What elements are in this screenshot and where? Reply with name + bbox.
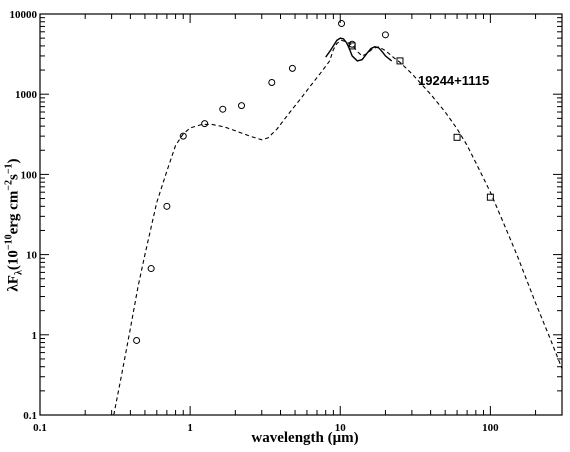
data-markers — [133, 20, 494, 344]
iras-point — [396, 57, 404, 65]
y-tick-label: 10 — [26, 250, 38, 262]
ylabel-s: s — [5, 174, 22, 180]
y-tick-label: 10000 — [10, 9, 38, 21]
iras-lrs-spectrum — [325, 37, 393, 62]
photometry-point — [268, 78, 276, 86]
x-axis-label: wavelength (μm) — [251, 430, 359, 446]
photometry-point — [201, 120, 209, 128]
ylabel-base: λF — [5, 275, 22, 292]
photometry-point — [219, 105, 227, 113]
photometry-point — [163, 202, 171, 210]
x-tick-label: 0.1 — [33, 422, 47, 434]
ylabel-exp1: −10 — [3, 234, 15, 251]
ylabel-sub: λ — [13, 270, 25, 276]
ylabel-close: ) — [5, 158, 22, 164]
ylabel-open: (10 — [5, 250, 22, 271]
y-tick-label: 1000 — [15, 89, 38, 101]
photometry-point — [147, 265, 155, 273]
photometry-point — [179, 132, 187, 140]
plot-frame — [39, 13, 563, 416]
photometry-point — [288, 64, 296, 72]
iras-point — [486, 193, 494, 201]
ylabel-exp2: −2 — [3, 179, 15, 191]
photometry-point — [133, 336, 141, 344]
iras-point — [453, 133, 461, 141]
axis-ticks — [39, 13, 563, 416]
object-annotation: 19244+1115 — [418, 73, 490, 88]
iras-point — [348, 42, 356, 50]
x-tick-label: 10 — [335, 422, 347, 434]
y-tick-label: 1 — [32, 330, 38, 342]
photometry-point — [238, 102, 246, 110]
photometry-point — [381, 31, 389, 39]
x-tick-label: 1 — [187, 422, 193, 434]
x-tick-label: 100 — [482, 422, 499, 434]
ylabel-mid: erg cm — [5, 190, 22, 235]
y-tick-label: 100 — [21, 169, 38, 181]
model-curve-dashed — [113, 39, 563, 416]
y-axis-label: λFλ(10−10erg cm−2s−1) — [4, 158, 25, 291]
ylabel-exp3: −1 — [3, 163, 15, 175]
model-curves — [113, 37, 563, 416]
photometry-point — [338, 20, 346, 28]
y-tick-label: 0.1 — [23, 410, 37, 422]
tick-labels: 0.1 1 10 100 0.1 1 10 100 1000 10000 — [10, 9, 500, 434]
